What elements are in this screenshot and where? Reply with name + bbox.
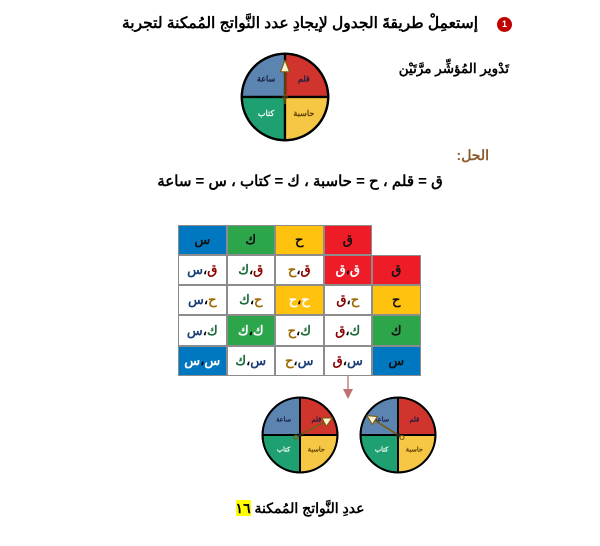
svg-text:ساعة: ساعة — [276, 416, 292, 424]
svg-text:حاسبة: حاسبة — [406, 445, 423, 453]
svg-text:قلم: قلم — [298, 75, 310, 85]
svg-text:حاسبة: حاسبة — [293, 109, 314, 118]
svg-text:كتاب: كتاب — [277, 445, 291, 453]
svg-text:كتاب: كتاب — [375, 445, 389, 453]
svg-text:حاسبة: حاسبة — [308, 445, 325, 453]
svg-text:قلم: قلم — [312, 416, 322, 424]
svg-text:قلم: قلم — [410, 416, 420, 424]
svg-text:كتاب: كتاب — [258, 109, 275, 118]
svg-text:ساعة: ساعة — [257, 75, 276, 84]
